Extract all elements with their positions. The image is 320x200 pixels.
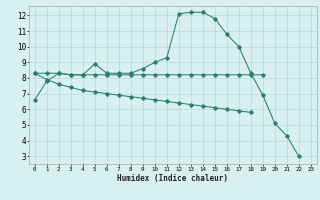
X-axis label: Humidex (Indice chaleur): Humidex (Indice chaleur): [117, 174, 228, 183]
